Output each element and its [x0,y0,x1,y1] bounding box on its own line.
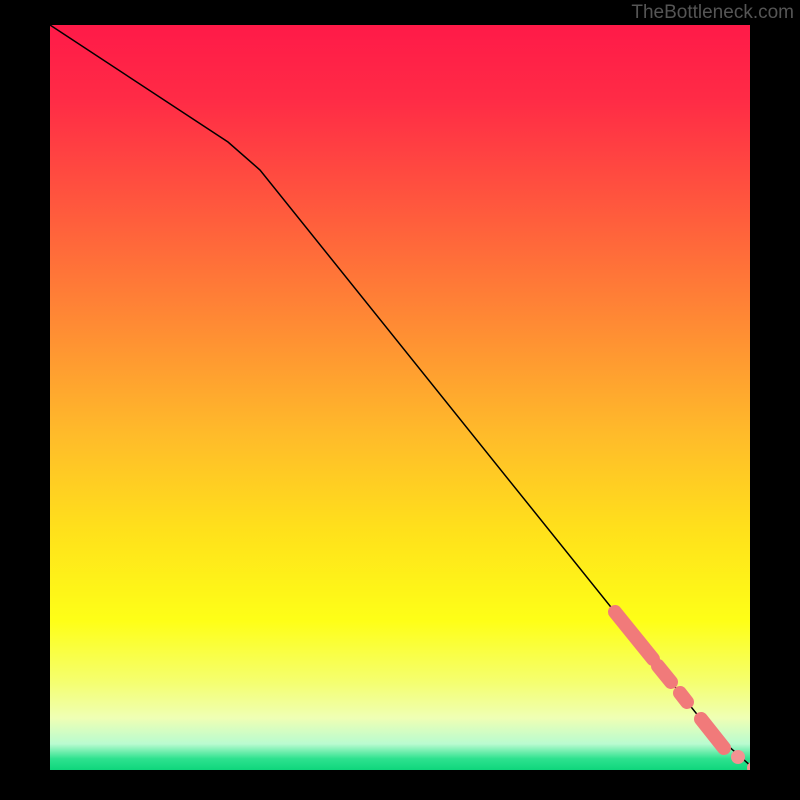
watermark-text: TheBottleneck.com [631,2,794,24]
dot-marker-0 [731,750,745,764]
segment-marker-2 [680,693,687,702]
bottleneck-chart [0,0,800,800]
